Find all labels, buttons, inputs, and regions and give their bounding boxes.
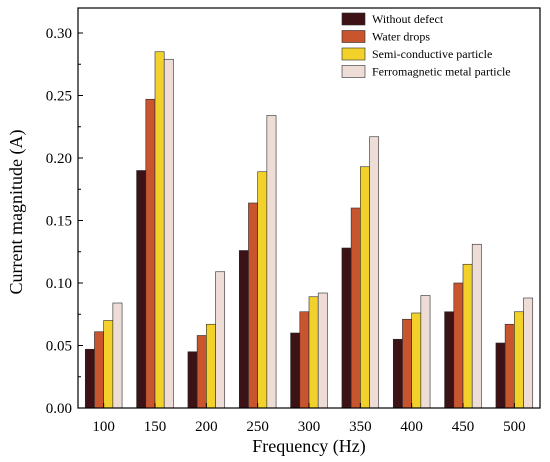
bar-350-series-1 (341, 247, 352, 409)
y-tick-label: 0.30 (46, 26, 72, 42)
bar-150-series-4 (163, 58, 174, 409)
legend-label: Ferromagnetic metal particle (372, 65, 511, 79)
bar-350-series-2 (350, 207, 361, 409)
bar-100-series-2 (94, 331, 104, 409)
bar-150-series-3 (154, 51, 165, 409)
bar-400-series-1 (392, 338, 403, 409)
legend-swatch (341, 12, 366, 26)
x-tick-label: 450 (452, 419, 475, 435)
y-tick-label: 0.05 (46, 339, 72, 355)
bar-250-series-3 (257, 171, 268, 409)
bar-450-series-4 (471, 243, 482, 409)
x-axis-title: Frequency (Hz) (252, 436, 365, 457)
axes-layer: 0.00 0.05 0.10 0.15 0.20 0.25 0.30 100 150 200 250… (46, 26, 526, 435)
bar-100-series-1 (84, 348, 95, 409)
bar-250-series-2 (248, 202, 258, 409)
bar-200-series-2 (196, 335, 207, 409)
y-tick-label: 0.20 (46, 151, 72, 167)
bar-400-series-3 (411, 312, 422, 409)
x-tick-label: 400 (400, 419, 423, 435)
y-tick-label: 0.25 (46, 89, 72, 105)
y-tick-label: 0.10 (46, 276, 72, 292)
legend-swatch (341, 65, 366, 78)
bar-400-series-4 (420, 295, 431, 409)
bar-300-series-1 (290, 332, 301, 409)
x-tick-label: 150 (144, 419, 167, 435)
x-tick-label: 200 (195, 419, 218, 435)
legend-label: Semi-conductive particle (372, 47, 492, 61)
bar-150-series-1 (136, 170, 147, 409)
x-tick-label: 300 (298, 419, 321, 435)
legend: Without defect Water drops Semi-conductive… (341, 12, 511, 79)
bar-450-series-3 (462, 263, 473, 409)
bars-layer (84, 51, 534, 409)
bar-500-series-3 (514, 311, 524, 409)
y-axis-title: Current magnitude (A) (6, 130, 27, 295)
bar-300-series-2 (299, 311, 310, 409)
legend-label: Water drops (372, 30, 430, 44)
legend-swatch (341, 47, 366, 61)
bar-100-series-4 (112, 302, 123, 409)
bar-250-series-1 (238, 250, 249, 409)
bar-500-series-1 (495, 342, 506, 409)
x-tick-label: 250 (246, 419, 269, 435)
y-tick-label: 0.15 (46, 214, 72, 230)
bar-300-series-4 (317, 292, 328, 409)
bar-100-series-3 (103, 320, 114, 409)
bar-450-series-2 (453, 282, 464, 409)
bar-500-series-4 (523, 297, 534, 409)
legend-swatch (341, 30, 366, 43)
bar-250-series-4 (266, 115, 277, 409)
bar-350-series-3 (360, 166, 370, 409)
x-tick-label: 350 (349, 419, 372, 435)
x-tick-label: 500 (503, 419, 526, 435)
bar-200-series-4 (215, 271, 226, 409)
bar-200-series-1 (187, 351, 198, 409)
bar-200-series-3 (206, 323, 216, 409)
bar-150-series-2 (145, 98, 156, 409)
bar-450-series-1 (444, 311, 455, 409)
bar-300-series-3 (308, 296, 319, 409)
x-tick-label: 100 (92, 419, 115, 435)
bar-500-series-2 (504, 323, 515, 409)
bar-400-series-2 (402, 318, 412, 409)
bar-350-series-4 (369, 136, 380, 409)
y-tick-label: 0.00 (46, 401, 72, 417)
legend-label: Without defect (372, 12, 444, 26)
